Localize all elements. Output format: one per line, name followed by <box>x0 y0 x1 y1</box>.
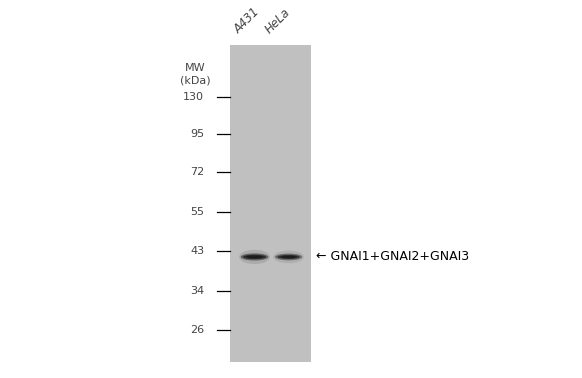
Ellipse shape <box>275 254 302 260</box>
Ellipse shape <box>273 251 304 263</box>
Ellipse shape <box>278 255 300 259</box>
Text: 43: 43 <box>190 246 204 256</box>
Bar <box>230 45 311 362</box>
Text: A431: A431 <box>232 5 262 36</box>
Ellipse shape <box>243 255 266 259</box>
Ellipse shape <box>240 253 268 260</box>
Ellipse shape <box>246 256 263 258</box>
Text: HeLa: HeLa <box>262 6 293 36</box>
Ellipse shape <box>281 256 297 258</box>
Ellipse shape <box>239 250 270 264</box>
Text: 55: 55 <box>190 206 204 217</box>
Text: MW
(kDa): MW (kDa) <box>180 63 211 85</box>
Text: 34: 34 <box>190 286 204 296</box>
Text: 95: 95 <box>190 129 204 139</box>
Text: ← GNAI1+GNAI2+GNAI3: ← GNAI1+GNAI2+GNAI3 <box>316 251 469 263</box>
Text: 130: 130 <box>183 92 204 102</box>
Text: 72: 72 <box>190 167 204 177</box>
Text: 26: 26 <box>190 325 204 335</box>
